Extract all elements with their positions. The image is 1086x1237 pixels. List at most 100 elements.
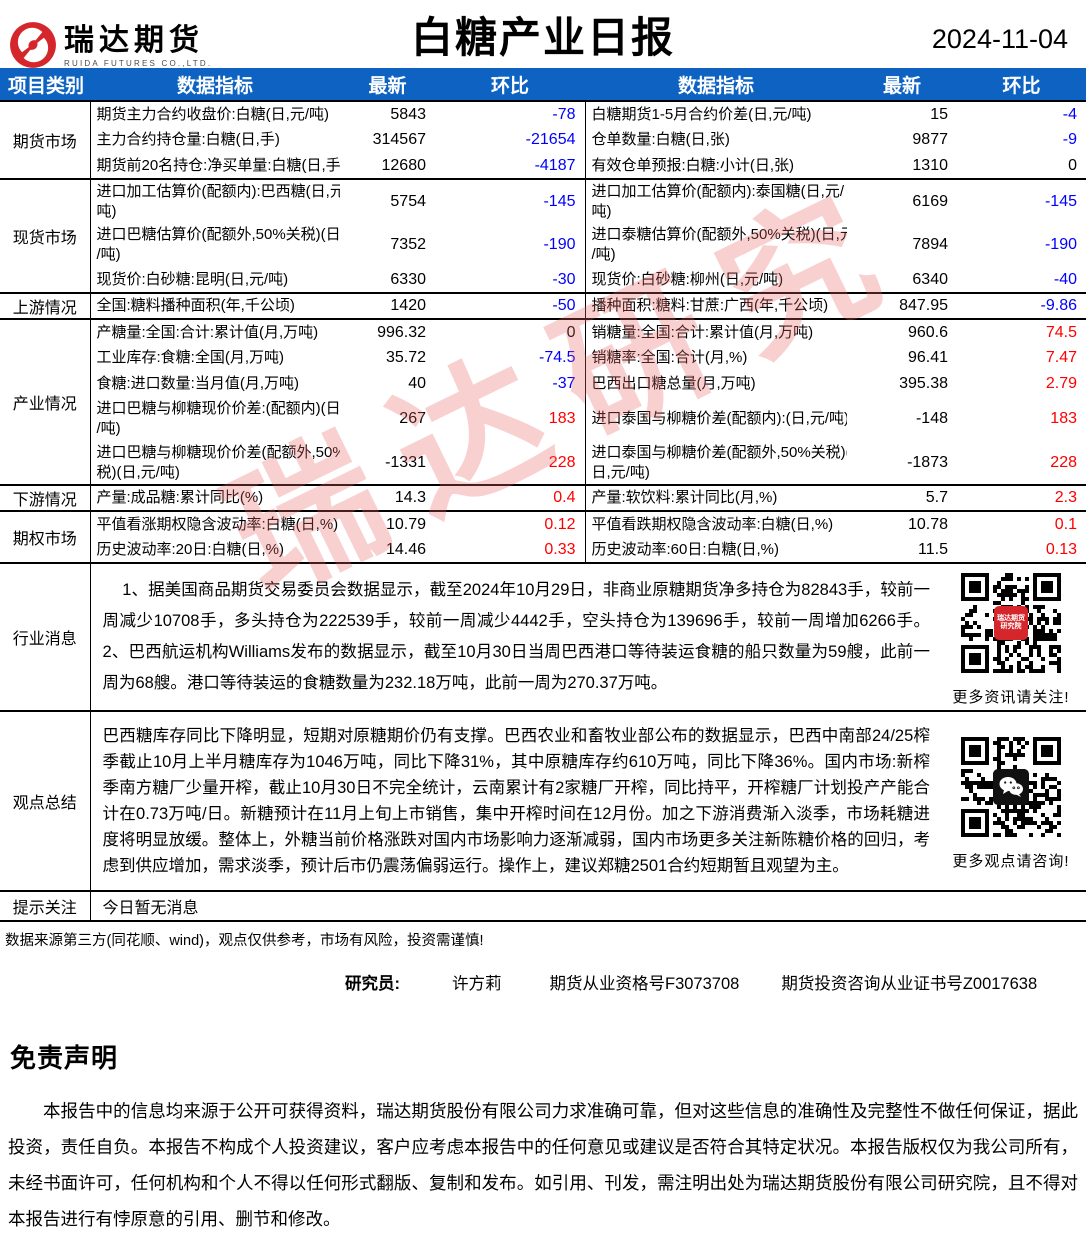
report-date: 2024-11-04 (931, 24, 1068, 54)
indicator-cell: 产量:成品糖:累计同比(%) (90, 484, 340, 511)
change-value-cell: -9.86 (957, 292, 1086, 319)
disclaimer-title: 免责声明 (10, 1043, 119, 1073)
col-header-indicator: 数据指标 (90, 68, 340, 102)
category-cell: 行业消息 (0, 562, 91, 711)
change-value-cell: 228 (548, 453, 576, 471)
table-row: 食糖:进口数量:当月值(月,万吨) 40 -37 巴西出口糖总量(月,万吨) 395.3… (0, 371, 1086, 397)
col-header-change-2: 环比 (957, 68, 1086, 102)
table-row: 进口巴糖估算价(配额外,50%关税)(日,元 /吨) 7352 -190 进口泰糖估算… (0, 223, 1086, 267)
table-row: 主力合约持仓量:白糖(日,手) 314567 -21654 仓单数量:白糖(日,张) 9… (0, 127, 1086, 153)
table-row: 上游情况 全国:糖料播种面积(年,千公顷) 1420 -50 播种面积:糖料:甘蔗:广西… (0, 292, 1086, 319)
indicator-cell: 进口巴糖与柳糖现价价差:(配额内)(日,元 /吨) (96, 400, 341, 437)
ruida-logo-icon (10, 22, 56, 68)
col-header-change: 环比 (435, 68, 585, 102)
change-value-cell: -190 (1044, 236, 1077, 253)
table-row: 工业库存:食糖:全国(月,万吨) 35.72 -74.5 销糖率:全国:合计(月,%)… (0, 345, 1086, 371)
latest-value-cell: 7352 (390, 236, 426, 253)
change-value-cell: 183 (548, 410, 576, 427)
qr-caption: 更多观点请咨询! (952, 853, 1070, 870)
indicator-cell: 进口巴糖与柳糖现价价差(配额外,50%关 税)(日,元/吨) (96, 443, 341, 481)
report-header: 瑞达期货 RUIDA FUTURES CO.,LTD. 白糖产业日报 2024-… (0, 0, 1086, 68)
page-title: 白糖产业日报 (410, 14, 675, 61)
latest-value-cell: 10.79 (340, 510, 435, 537)
change-value-cell: 0 (435, 318, 585, 345)
latest-value-cell: 314567 (372, 131, 426, 148)
category-cell: 产业情况 (0, 318, 91, 485)
change-value-cell: -30 (552, 270, 576, 288)
indicator-cell: 产量:软饮料:累计同比(月,%) (584, 484, 847, 511)
table-row: 下游情况 产量:成品糖:累计同比(%) 14.3 0.4 产量:软饮料:累计同比(月,%… (0, 484, 1086, 511)
latest-value-cell: 35.72 (385, 349, 426, 366)
category-cell: 现货市场 (0, 178, 91, 293)
change-value-cell: -145 (957, 178, 1086, 223)
latest-value-cell: 1420 (340, 292, 435, 319)
researcher-cert-1: 期货从业资格号F3073708 (549, 975, 740, 993)
category-cell: 上游情况 (0, 292, 91, 319)
indicator-cell: 进口加工估算价(配额内):泰国糖(日,元/ 吨) (584, 178, 847, 223)
change-value-cell: -4187 (534, 156, 576, 174)
indicator-cell: 有效仓单预报:白糖:小计(日,张) (584, 153, 847, 179)
change-value-cell: 0.4 (435, 484, 585, 511)
note-row: 观点总结 巴西糖库存同比下降明显，短期对原糖期价仍有支撑。巴西农业和畜牧业部公布的… (0, 710, 1086, 891)
change-value-cell: -37 (552, 375, 576, 392)
latest-value-cell: -1331 (385, 453, 426, 471)
disclaimer-section: 免责声明 本报告中的信息均来源于公开可获得资料，瑞达期货股份有限公司力求准确可靠… (8, 1038, 1078, 1237)
indicator-cell: 进口泰糖估算价(配额外,50%关税)(日,元 /吨) (584, 223, 847, 267)
latest-value-cell: 5754 (340, 178, 435, 223)
latest-value-cell: 395.38 (899, 375, 948, 392)
latest-value-cell: 7894 (912, 236, 948, 253)
change-value-cell: -145 (435, 178, 585, 223)
indicator-cell: 全国:糖料播种面积(年,千公顷) (90, 292, 340, 319)
change-value-cell: 2.3 (957, 484, 1086, 511)
table-row: 进口巴糖与柳糖现价价差(配额外,50%关 税)(日,元/吨) -1331 228 进口… (0, 441, 1086, 485)
table-header-row: 项目类别 数据指标 最新 环比 数据指标 最新 环比 (0, 68, 1086, 102)
col-header-indicator-2: 数据指标 (585, 68, 847, 102)
change-value-cell: 2.79 (1045, 375, 1077, 392)
change-value-cell: 0.33 (544, 540, 576, 558)
industry-news-text: 1、据美国商品期货交易委员会数据显示，截至2024年10月29日，非商业原糖期货… (102, 581, 931, 692)
latest-value-cell: 9877 (912, 131, 948, 148)
qr-caption: 更多资讯请关注! (952, 689, 1070, 706)
indicator-cell: 历史波动率:20日:白糖(日,%) (96, 540, 285, 558)
brand-name: 瑞达期货 (64, 24, 204, 57)
brand-block: 瑞达期货 RUIDA FUTURES CO.,LTD. (8, 20, 212, 70)
change-value-cell: 7.47 (1045, 349, 1077, 366)
indicator-cell: 主力合约持仓量:白糖(日,手) (96, 131, 280, 148)
change-value-cell: -40 (1053, 270, 1077, 288)
col-header-category: 项目类别 (0, 68, 90, 102)
indicator-cell: 工业库存:食糖:全国(月,万吨) (96, 349, 285, 366)
change-value-cell: -21654 (525, 131, 576, 148)
latest-value-cell: 6330 (390, 270, 426, 288)
change-value-cell: -9 (1062, 131, 1077, 148)
indicator-cell: 进口泰国与柳糖价差(配额外,50%关税)( 日,元/吨) (584, 441, 847, 485)
indicator-cell: 进口加工估算价(配额内):巴西糖(日,元/ 吨) (90, 178, 340, 223)
latest-value-cell: 40 (408, 375, 426, 392)
change-value-cell: -190 (543, 236, 576, 253)
disclaimer-body: 本报告中的信息均来源于公开可获得资料，瑞达期货股份有限公司力求准确可靠，但对这些… (8, 1101, 1078, 1229)
change-value-cell: 0.12 (435, 510, 585, 537)
indicator-cell: 播种面积:糖料:甘蔗:广西(年,千公顷) (584, 292, 847, 319)
qr-center-logo: 瑞达期货 研究院 (994, 606, 1028, 640)
qr-code (955, 731, 1067, 843)
indicator-cell: 销糖率:全国:合计(月,%) (584, 345, 847, 371)
qr-code: 瑞达期货 研究院 (955, 567, 1067, 679)
indicator-cell: 平值看跌期权隐含波动率:白糖(日,%) (584, 510, 847, 537)
researcher-cert-2: 期货投资咨询从业证书号Z0017638 (781, 975, 1038, 993)
change-value-cell: -78 (435, 100, 585, 127)
table-row: 期权市场 平值看涨期权隐含波动率:白糖(日,%) 10.79 0.12 平值看跌期权隐含… (0, 510, 1086, 563)
qr-block: 更多观点请咨询! (940, 731, 1086, 871)
indicator-cell: 期货主力合约收盘价:白糖(日,元/吨) (90, 100, 340, 127)
latest-value-cell: 14.3 (340, 484, 435, 511)
indicator-cell: 巴西出口糖总量(月,万吨) (584, 371, 847, 397)
latest-value-cell: 1310 (912, 156, 948, 174)
indicator-cell: 进口巴糖估算价(配额外,50%关税)(日,元 /吨) (96, 226, 341, 263)
indicator-cell: 产糖量:全国:合计:累计值(月,万吨) (90, 318, 340, 345)
table-row: 产业情况 产糖量:全国:合计:累计值(月,万吨) 996.32 0 销糖量:全国:合计:… (0, 318, 1086, 485)
change-value-cell: -50 (435, 292, 585, 319)
note-row: 行业消息 1、据美国商品期货交易委员会数据显示，截至2024年10月29日，非商业… (0, 562, 1086, 711)
indicator-cell: 进口泰国与柳糖价差(配额内):(日,元/吨) (584, 397, 847, 441)
col-header-latest: 最新 (340, 68, 435, 102)
wechat-icon (993, 769, 1029, 805)
researcher-row: 研究员: 许方莉 期货从业资格号F3073708 期货投资咨询从业证书号Z001… (345, 970, 1086, 994)
note-content-cell: 巴西糖库存同比下降明显，短期对原糖期价仍有支撑。巴西农业和畜牧业部公布的数据显示… (90, 710, 1086, 891)
